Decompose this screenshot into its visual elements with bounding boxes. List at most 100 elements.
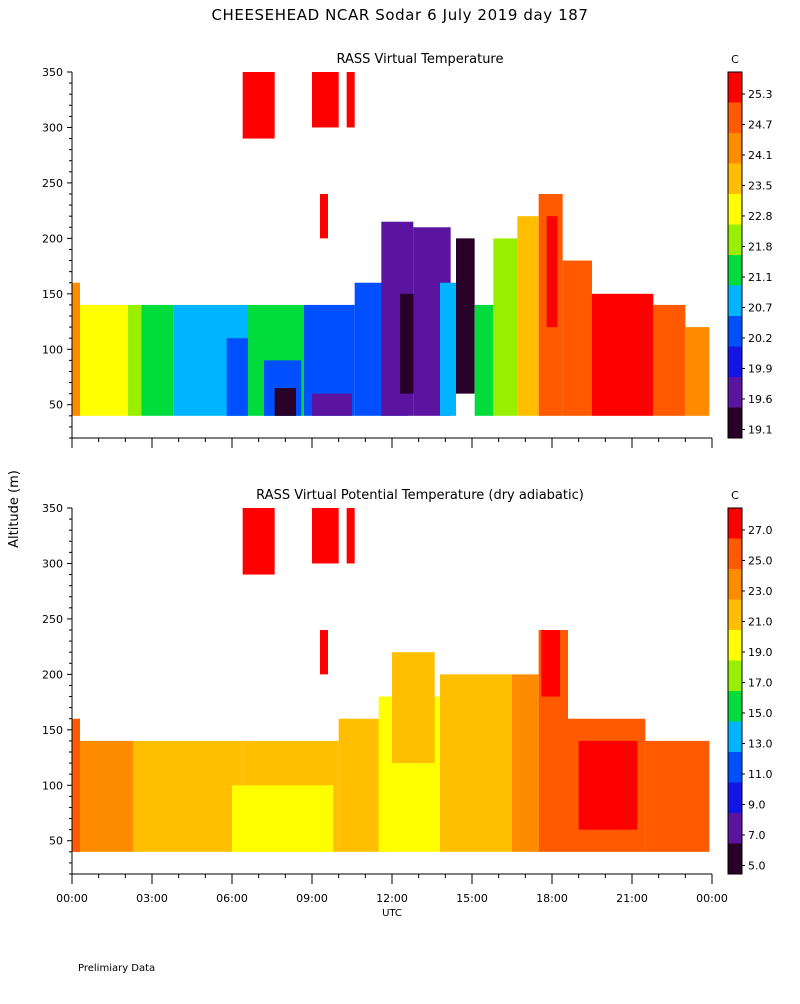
panels: RASS Virtual Temperature C 50 100 150 200 250 3… [42,52,773,905]
colorbar-swatch [728,752,742,783]
colorbar-label: 20.2 [748,332,773,345]
y-tick-label: 100 [42,779,63,792]
colorbar-label: 25.0 [748,554,773,567]
colorbar-label: 7.0 [748,829,766,842]
colorbar-border [727,71,743,439]
colorbar-label: 23.0 [748,585,773,598]
colorbar-swatch [728,721,742,753]
colorbar-label: 21.1 [748,271,773,284]
figure-title: CHEESEHEAD NCAR Sodar 6 July 2019 day 18… [211,6,588,24]
heatmap-cell [512,674,539,852]
colorbar-swatch [728,224,742,256]
heatmap-cell [312,393,352,416]
heatmap-cell [274,388,296,416]
colorbar-swatch [728,72,742,103]
heatmap-cell [562,260,592,416]
colorbar-swatch [728,133,742,164]
heatmap-cell [80,304,128,416]
colorbar-label: 24.1 [748,149,773,162]
colorbar-label: 19.0 [748,646,773,659]
colorbar-label: 11.0 [748,768,773,781]
footer-note: Prelimiary Data [78,963,155,974]
heatmap-cell [546,216,558,328]
colorbar-label: 21.0 [748,615,773,628]
colorbar-swatch [728,599,742,631]
heatmap-cell [320,630,328,675]
heatmap-cell [320,194,328,239]
colorbar-swatch [728,285,742,317]
heatmap-cell [232,785,334,852]
x-tick-label: 06:00 [216,892,248,905]
y-tick-label: 200 [42,232,63,245]
y-tick-label: 150 [42,724,63,737]
colorbar-label: 25.3 [748,88,773,101]
y-tick-label: 350 [42,66,63,79]
colorbar-swatch [728,102,742,134]
colorbar-swatch [728,508,742,539]
y-tick-label: 50 [49,399,63,412]
heatmap-cell [592,293,654,416]
heatmap-cell [541,630,560,697]
colorbar-label: 17.0 [748,676,773,689]
heatmap-cell [141,304,174,416]
colorbar-label: 19.9 [748,362,773,375]
colorbar-swatch [728,843,742,875]
heatmap-cell [440,674,512,852]
y-tick-label: 300 [42,557,63,570]
x-tick-label: 15:00 [456,892,488,905]
x-tick-label: 03:00 [136,892,168,905]
colorbar-label: 5.0 [748,859,766,872]
x-axis-label: UTC [382,908,402,919]
colorbar-swatch [728,813,742,844]
heatmap-cells [72,508,710,852]
heatmap-cell [312,72,339,128]
heatmap-cell [392,652,435,764]
y-tick-label: 150 [42,288,63,301]
heatmap-cells [72,72,710,416]
colorbar-swatch [728,691,742,722]
colorbar-label: 19.1 [748,423,773,436]
heatmap-cell [517,216,539,416]
colorbar-swatch [728,538,742,570]
heatmap-cell [645,740,710,852]
heatmap-cell [493,238,518,416]
heatmap-cell [346,72,355,128]
colorbar-swatch [728,782,742,814]
heatmap-cell [72,282,80,416]
heatmap-cell [685,327,710,416]
y-tick-label: 250 [42,177,63,190]
colorbar: 27.0 25.0 23.0 21.0 19.0 17.0 15.0 13.0 11.0 9.0 7… [727,507,773,875]
colorbar-swatch [728,346,742,378]
heatmap-cell [474,304,494,416]
colorbar-label: 20.7 [748,301,773,314]
colorbar-label: 23.5 [748,179,773,192]
colorbar-label: 9.0 [748,798,766,811]
colorbar-swatch [728,569,742,600]
colorbar-swatch [728,194,742,225]
colorbar-swatch [728,407,742,439]
colorbar-swatch [728,660,742,692]
panel-title: RASS Virtual Potential Temperature (dry … [256,488,584,503]
colorbar-units: C [731,489,739,502]
colorbar-label: 13.0 [748,737,773,750]
x-tick-label: 12:00 [376,892,408,905]
y-tick-label: 100 [42,343,63,356]
colorbar-border [727,507,743,875]
colorbar-swatch [728,630,742,661]
y-tick-label: 50 [49,835,63,848]
x-tick-label: 21:00 [616,892,648,905]
colorbar-label: 15.0 [748,707,773,720]
panel-title: RASS Virtual Temperature [337,52,504,67]
colorbar-label: 22.8 [748,210,773,223]
colorbar-label: 27.0 [748,524,773,537]
colorbar-swatch [728,255,742,286]
x-tick-label: 00:00 [56,892,88,905]
y-tick-label: 350 [42,502,63,515]
y-tick-label: 250 [42,613,63,626]
y-axis-label: Altitude (m) [7,470,22,548]
colorbar-swatch [728,163,742,195]
x-tick-label: 00:00 [696,892,728,905]
y-tick-label: 300 [42,121,63,134]
heatmap-cell [72,718,80,852]
